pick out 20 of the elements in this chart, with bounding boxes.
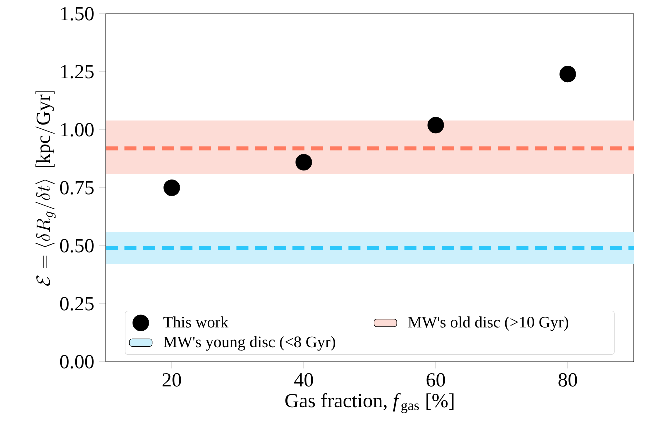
y-tick-label: 1.50 bbox=[61, 7, 94, 21]
x-tick-label: 20 bbox=[162, 373, 182, 387]
x-tick-label: 40 bbox=[294, 373, 314, 387]
x-tick-label: 80 bbox=[558, 373, 578, 387]
point bbox=[164, 180, 180, 196]
point bbox=[428, 117, 444, 134]
y-tick-label: 1.25 bbox=[61, 65, 94, 79]
legend-label: MW's old disc (>10 Gyr) bbox=[408, 316, 568, 332]
y-tick-label: 0.25 bbox=[60, 297, 94, 311]
x-tick-label: 60 bbox=[426, 373, 446, 387]
x-axis-title: Gas fraction, f$_{gas}$ [%] bbox=[286, 393, 454, 414]
y-axis-title: $\mathcal{E} = \left\langle \delta R_g / \delta t \right\rangle \; \mathrm{[kpc/Gyr]}$ bbox=[36, 92, 56, 286]
point bbox=[560, 66, 576, 83]
legend-label: This work bbox=[164, 316, 229, 328]
y-tick-label: 0.50 bbox=[60, 239, 94, 253]
y-tick-label: 0.00 bbox=[60, 355, 94, 369]
y-tick-label: 0.75 bbox=[60, 181, 94, 195]
point bbox=[296, 154, 312, 171]
legend-label: MW's young disc (<8 Gyr) bbox=[164, 336, 336, 351]
y-tick-label: 1.00 bbox=[61, 123, 94, 137]
